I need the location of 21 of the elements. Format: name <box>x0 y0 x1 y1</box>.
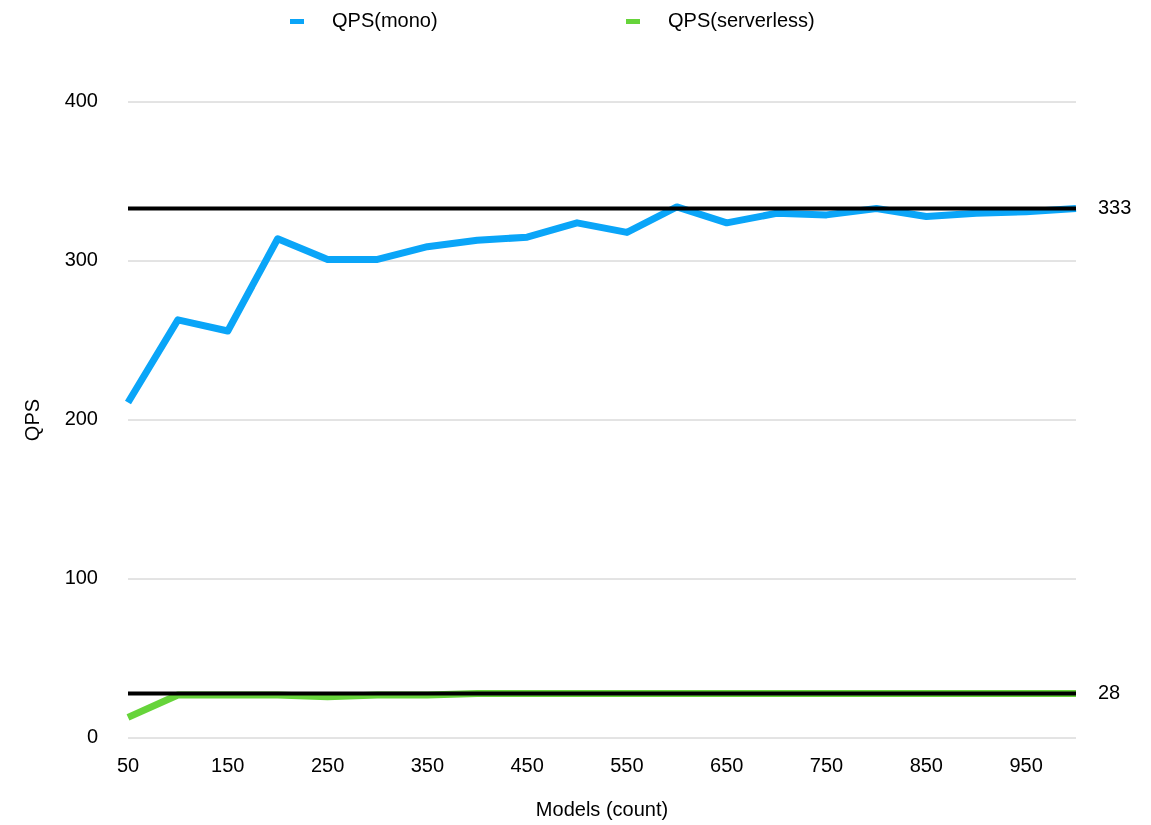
x-tick-label: 150 <box>211 754 245 777</box>
x-tick-label: 750 <box>809 754 844 777</box>
x-tick-label: 550 <box>610 754 644 777</box>
x-axis-title: Models (count) <box>535 798 669 821</box>
legend-label: QPS(serverless) <box>668 9 815 32</box>
x-tick-label: 450 <box>510 754 544 777</box>
legend-label: QPS(mono) <box>332 9 438 32</box>
x-tick-label: 350 <box>410 754 445 777</box>
y-tick-label: 300 <box>64 248 98 271</box>
y-axis-title: QPS <box>21 398 44 442</box>
ref-line-label: 333 <box>1098 195 1132 218</box>
y-tick-label: 400 <box>64 89 98 112</box>
x-tick-label: 50 <box>116 754 140 777</box>
y-tick-label: 0 <box>86 725 98 748</box>
x-tick-label: 650 <box>710 754 744 777</box>
y-tick-label: 200 <box>64 407 98 430</box>
ref-line-label: 28 <box>1098 680 1121 703</box>
y-tick-label: 100 <box>64 566 98 589</box>
x-tick-label: 250 <box>310 754 345 777</box>
x-tick-label: 950 <box>1009 754 1043 777</box>
x-tick-label: 850 <box>909 754 943 777</box>
